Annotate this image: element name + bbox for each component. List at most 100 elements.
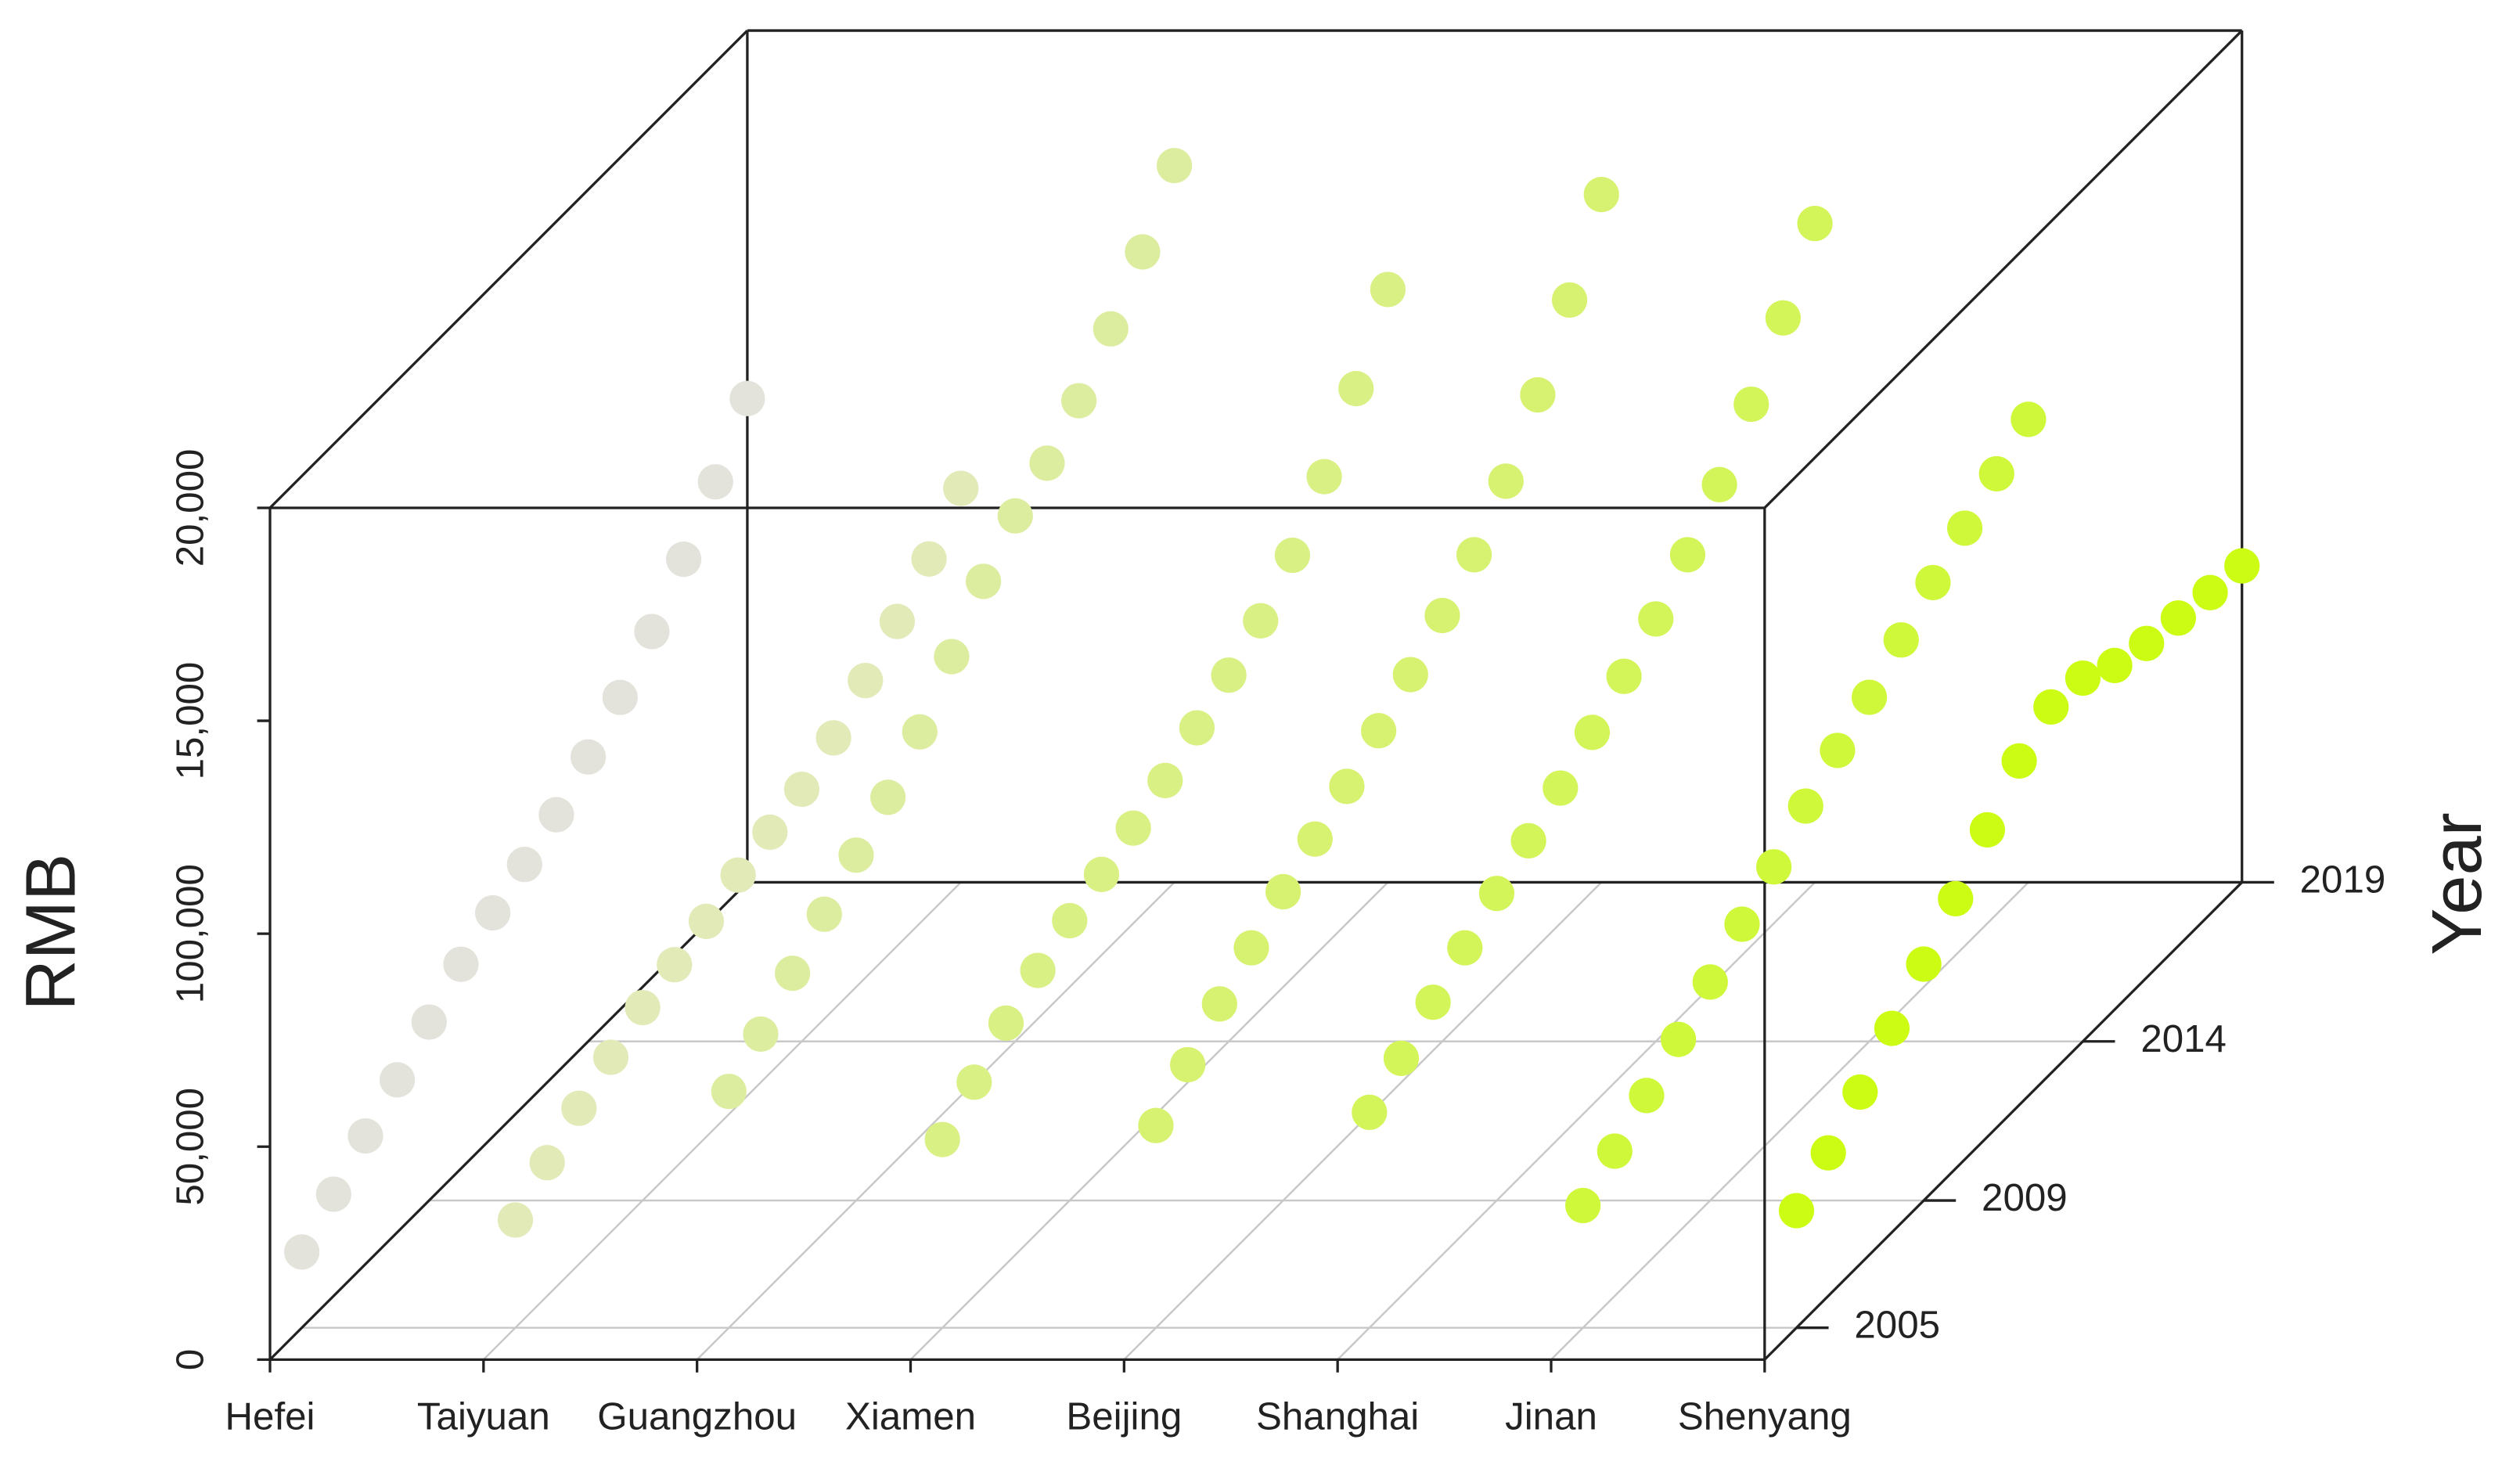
data-point [1392,657,1428,693]
data-point [1456,537,1492,573]
data-point [1661,1021,1697,1057]
data-point [2129,625,2165,661]
z-tick-label: 2019 [2300,858,2386,901]
data-point [657,947,693,983]
data-point [966,563,1002,599]
x-tick-label: Jinan [1505,1395,1597,1438]
data-point [411,1004,447,1040]
data-point [1874,1010,1910,1046]
data-point [1447,930,1483,966]
data-point [2001,743,2037,779]
data-point [1520,376,1556,413]
x-tick-label: Shanghai [1256,1395,1419,1438]
box-edge [1763,881,2243,1361]
y-axis-title: RMB [12,854,91,1011]
data-point [602,679,638,715]
data-point [815,720,851,756]
data-point [2097,647,2133,683]
data-point [924,1121,960,1157]
z-tick-label: 2009 [1982,1176,2068,1219]
data-point [538,797,574,833]
data-point [443,946,479,982]
data-point [2033,689,2069,725]
data-point [988,1005,1024,1041]
x-tick-label: Taiyuan [417,1395,550,1438]
data-point [380,1062,416,1098]
data-point [1778,1193,1815,1229]
data-point [1201,986,1237,1022]
z-axis-title: Year [2417,812,2497,956]
data-point [956,1064,992,1100]
y-tick-label: 15,000 [168,662,211,780]
data-point [1906,946,1942,982]
data-point [775,956,811,992]
x-tick-label: Shenyang [1678,1395,1852,1438]
data-point [1338,370,1374,407]
data-point [315,1176,351,1212]
data-point [752,814,788,850]
floor-grid-line [1550,881,2029,1361]
data-point [1211,657,1247,693]
x-tick-label: Xiamen [845,1395,976,1438]
data-point [571,739,607,775]
data-point [838,837,874,873]
data-point [1692,964,1728,1000]
data-point [1606,658,1642,694]
data-point [1297,821,1333,857]
data-point [997,498,1033,534]
data-point [1969,812,2006,848]
data-point [1488,463,1524,499]
floor-grid-line [1337,881,1816,1361]
data-point [1020,952,1056,988]
data-point [2224,548,2260,584]
y-tick-label: 0 [168,1349,211,1370]
data-point [1551,282,1588,318]
data-point [1383,1040,1420,1076]
data-point [347,1117,383,1154]
y-tick-label: 50,000 [168,1088,211,1206]
data-point [1170,1046,1206,1083]
data-point [2011,401,2047,437]
data-point [1765,300,1801,336]
z-tick-label: 2014 [2140,1017,2227,1060]
data-point [1638,601,1674,637]
data-point [1243,603,1279,639]
data-point [1669,537,1706,573]
data-point [1724,906,1760,942]
data-point [1478,876,1515,912]
data-point [1147,762,1183,798]
data-point [1233,930,1269,966]
data-point [1029,445,1065,481]
data-point [625,989,661,1026]
data-point [634,614,670,650]
data-point [1052,902,1088,939]
data-point [475,894,511,931]
data-point [1329,768,1365,804]
data-point [806,896,842,932]
data-point [934,639,970,675]
data-point [666,542,702,578]
data-point [1510,822,1546,858]
data-point [1938,880,1974,916]
data-point [1701,466,1737,502]
data-point [506,847,542,883]
data-point [783,771,820,808]
data-point [1265,873,1301,910]
data-point [911,541,947,577]
data-point [711,1074,747,1110]
data-point [1138,1107,1174,1143]
data-point [1852,679,1888,715]
data-point [1978,455,2014,491]
data-point [1565,1187,1601,1224]
data-point [1415,984,1451,1020]
data-point [1083,856,1120,892]
data-point [1061,383,1097,419]
data-point [1093,311,1129,347]
data-point [1842,1074,1878,1110]
data-point [1756,849,1792,885]
data-point [1274,537,1311,574]
data-point [1179,710,1215,746]
data-point [1915,564,1951,600]
data-point [1306,459,1342,495]
